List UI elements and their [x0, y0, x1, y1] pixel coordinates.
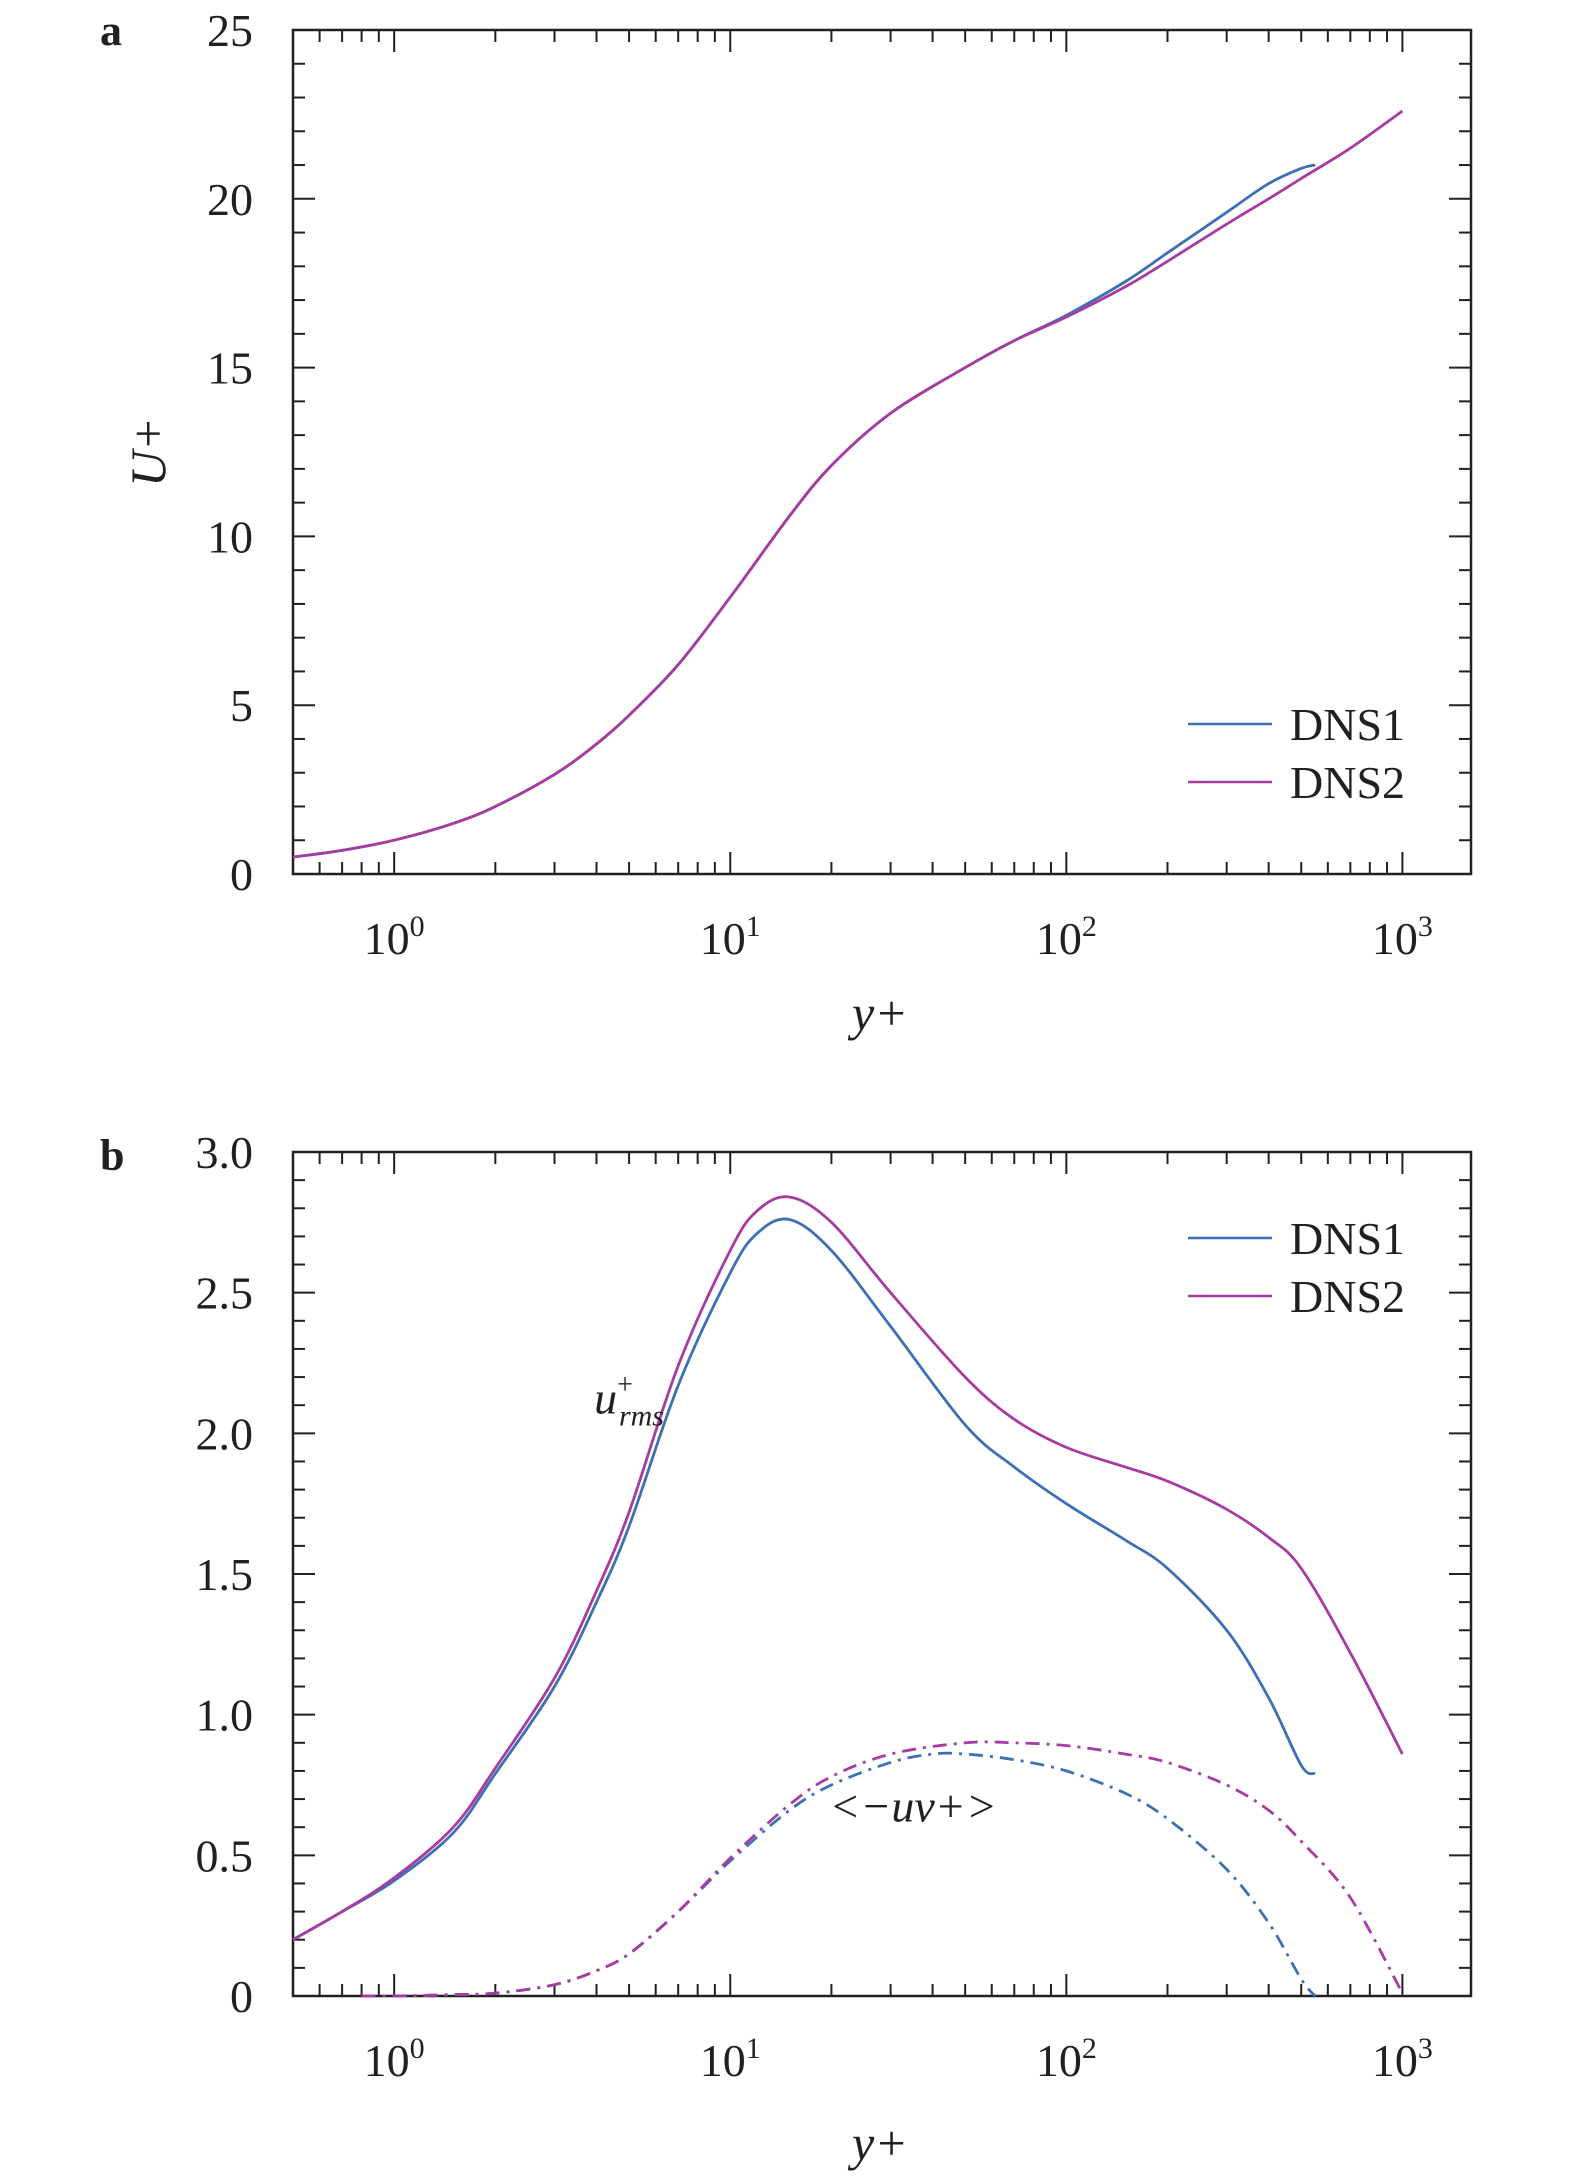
x-tick-label: 102: [1036, 910, 1097, 964]
y-tick-label: 5: [230, 680, 253, 731]
y-tick-labels-b: 0 0.5 1.0 1.5 2.0 2.5 3.0: [196, 1127, 254, 2022]
x-tick-label: 101: [700, 2032, 761, 2086]
y-tick-label: 25: [207, 5, 253, 56]
y-tick-label: 3.0: [196, 1127, 254, 1178]
legend-a: DNS1 DNS2: [1188, 699, 1405, 808]
series-b: [292, 1195, 1404, 1998]
y-tick-label: 0: [230, 849, 253, 900]
panel-b: b 0 0.5 1.0 1.5 2.0 2.5 3.0 100 101 102 103 y+ DN…: [100, 1127, 1473, 2171]
legend-b: DNS1 DNS2: [1188, 1213, 1405, 1322]
y-tick-label: 1.5: [196, 1549, 254, 1600]
y-tick-label: 20: [207, 174, 253, 225]
annotation: <−uv+>: [829, 1781, 997, 1832]
y-tick-label: 0.5: [196, 1830, 254, 1881]
x-tick-label: 103: [1372, 910, 1433, 964]
panel-letter-a: a: [100, 6, 122, 55]
y-tick-label: 2.0: [196, 1408, 254, 1459]
y-tick-label: 2.5: [196, 1268, 254, 1319]
x-tick-label: 100: [364, 2032, 425, 2086]
legend-label-dns2-a: DNS2: [1290, 757, 1405, 808]
series-line-dns2: [292, 1195, 1404, 1941]
x-tick-labels-a: 100 101 102 103: [364, 910, 1433, 964]
x-axis-label-b: y+: [847, 2115, 908, 2171]
series-line-dns1: [292, 1217, 1316, 1941]
y-axis-label-a: U+: [120, 417, 176, 487]
x-tick-label: 100: [364, 910, 425, 964]
y-tick-label: 15: [207, 343, 253, 394]
series-a: [292, 109, 1404, 859]
x-tick-labels-b: 100 101 102 103: [364, 2032, 1433, 2086]
x-tick-label: 102: [1036, 2032, 1097, 2086]
series-line-dns2: [292, 109, 1404, 859]
y-tick-label: 1.0: [196, 1690, 254, 1741]
panel-a: a 0 5 10 15 20 25 100 101 102 103 U+ y+ DNS1 DNS…: [100, 5, 1473, 1041]
y-tick-label: 10: [207, 511, 253, 562]
ticks-a: [292, 29, 1471, 875]
x-tick-label: 103: [1372, 2032, 1433, 2086]
ticks-b: [292, 1151, 1471, 1997]
x-tick-label: 101: [700, 910, 761, 964]
legend-label-dns1-a: DNS1: [1290, 699, 1405, 750]
legend-label-dns1-b: DNS1: [1290, 1213, 1405, 1264]
legend-label-dns2-b: DNS2: [1290, 1271, 1405, 1322]
series-line-dns1-uv: [361, 1751, 1317, 1998]
y-tick-labels-a: 0 5 10 15 20 25: [207, 5, 253, 900]
x-axis-label-a: y+: [847, 985, 908, 1041]
panel-letter-b: b: [100, 1131, 124, 1180]
series-line-dns2-uv: [361, 1740, 1404, 1998]
plot-frame-a: [291, 28, 1473, 876]
annotations-b: u+ rms <−uv+>: [594, 1370, 997, 1832]
y-tick-label: 0: [230, 1971, 253, 2022]
series-line-dns1: [292, 163, 1316, 859]
annotation: u+ rms: [594, 1370, 664, 1433]
